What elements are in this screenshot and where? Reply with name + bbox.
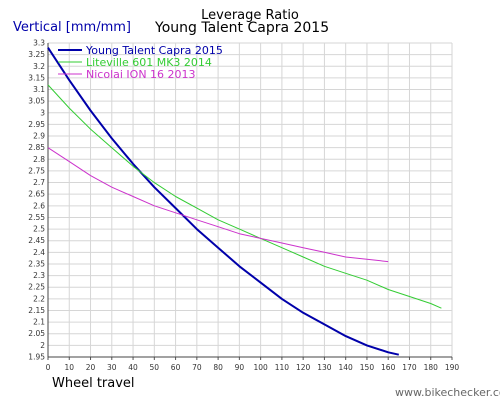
- x-tick-label: 90: [235, 363, 245, 372]
- x-tick-label: 150: [360, 363, 375, 372]
- y-tick-label: 3.25: [28, 50, 45, 59]
- y-tick-label: 2.4: [33, 248, 45, 257]
- y-tick-label: 2.8: [33, 155, 45, 164]
- y-tick-label: 1.95: [28, 353, 45, 362]
- x-tick-label: 30: [107, 363, 117, 372]
- y-tick-label: 2.45: [28, 236, 45, 245]
- y-tick-label: 3.2: [33, 62, 45, 71]
- x-tick-label: 10: [64, 363, 74, 372]
- x-tick-label: 180: [424, 363, 439, 372]
- legend-label: Liteville 601 MK3 2014: [86, 56, 212, 69]
- y-tick-label: 2.95: [28, 120, 45, 129]
- x-tick-label: 130: [317, 363, 332, 372]
- y-tick-label: 2.05: [28, 329, 45, 338]
- y-tick-label: 2.25: [28, 283, 45, 292]
- y-tick-label: 2.6: [33, 201, 45, 210]
- x-tick-label: 60: [171, 363, 181, 372]
- y-tick-label: 2.35: [28, 259, 45, 268]
- y-tick-label: 2.65: [28, 190, 45, 199]
- chart-title: Leverage Ratio: [201, 8, 299, 23]
- x-axis-label: Wheel travel: [52, 376, 135, 391]
- axes: [47, 43, 453, 360]
- x-tick-label: 20: [86, 363, 96, 372]
- series-line-2: [47, 84, 442, 309]
- y-tick-label: 2.5: [33, 225, 45, 234]
- x-tick-labels: 0 10 20 30 40 50 60 70 80 90 100 110 120 130 140 150 160…: [46, 363, 460, 372]
- watermark: www.bikechecker.com: [395, 386, 500, 399]
- legend-label: Nicolai ION 16 2013: [86, 68, 196, 81]
- x-tick-label: 100: [253, 363, 268, 372]
- legend-label: Young Talent Capra 2015: [85, 44, 223, 57]
- y-tick-label: 3.05: [28, 97, 45, 106]
- x-tick-label: 170: [402, 363, 417, 372]
- x-tick-label: 70: [192, 363, 202, 372]
- x-tick-label: 110: [275, 363, 290, 372]
- x-tick-label: 140: [339, 363, 354, 372]
- series-line-1: [47, 47, 400, 356]
- chart-subtitle: Young Talent Capra 2015: [155, 20, 330, 36]
- y-axis-label: Vertical [mm/mm]: [13, 20, 131, 35]
- y-tick-label: 2: [40, 341, 45, 350]
- x-tick-label: 80: [213, 363, 223, 372]
- x-tick-label: 50: [150, 363, 160, 372]
- y-tick-label: 2.15: [28, 306, 45, 315]
- x-tick-label: 0: [46, 363, 51, 372]
- y-tick-label: 2.9: [33, 132, 45, 141]
- y-tick-label: 3: [40, 108, 45, 117]
- x-tick-label: 190: [445, 363, 460, 372]
- y-tick-label: 2.7: [33, 178, 45, 187]
- y-tick-label: 2.2: [33, 294, 45, 303]
- y-tick-label: 2.75: [28, 166, 45, 175]
- x-tick-label: 40: [128, 363, 138, 372]
- y-tick-label: 3.1: [33, 85, 45, 94]
- y-tick-label: 2.55: [28, 213, 45, 222]
- x-tick-label: 160: [381, 363, 396, 372]
- x-tick-label: 120: [296, 363, 311, 372]
- series-line-3: [47, 147, 389, 263]
- y-tick-label: 3.15: [28, 73, 45, 82]
- y-tick-label: 2.85: [28, 143, 45, 152]
- y-tick-label: 3.3: [33, 39, 45, 48]
- y-tick-label: 2.3: [33, 271, 45, 280]
- grid-lines: [47, 42, 453, 358]
- series-lines: [47, 47, 442, 356]
- y-tick-labels: 1.95 2 2.05 2.1 2.15 2.2 2.25 2.3 2.35 2.4 2.45 2.5…: [28, 39, 45, 362]
- y-tick-label: 2.1: [33, 318, 45, 327]
